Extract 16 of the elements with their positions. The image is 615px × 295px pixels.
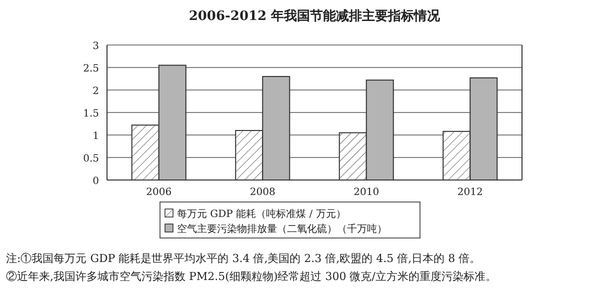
legend-label: 每万元 GDP 能耗（吨标准煤 / 万元）: [177, 208, 346, 220]
y-tick-label: 2: [92, 86, 99, 97]
y-tick-label: 1: [92, 131, 99, 142]
y-tick-label: 0: [92, 176, 99, 187]
legend-label: 空气主要污染物排放量（二氧化硫）（千万吨）: [177, 223, 387, 235]
y-tick-label: 2.5: [83, 64, 99, 74]
x-tick-label: 2008: [250, 187, 276, 198]
x-tick-label: 2006: [146, 187, 172, 198]
y-tick-label: 3: [92, 41, 99, 52]
text: 注:①我国每万元 GDP 能耗是世界平均水平的 3.4 倍,美国的 2.3 倍,欧盟的 4.5 倍,日本的 8 倍。: [6, 252, 481, 265]
text: ②近年来,我国许多城市空气污染指数 PM2.5(细颗粒物)经常超过 300 微克/立方米的重度污染标准。: [6, 270, 496, 283]
x-tick-label: 2012: [457, 187, 483, 198]
chart-title: 2006-2012 年我国节能减排主要指标情况: [188, 8, 442, 24]
y-tick-label: 1.5: [83, 108, 99, 120]
x-tick-label: 2010: [354, 187, 380, 198]
y-tick-label: 0.5: [83, 154, 99, 164]
